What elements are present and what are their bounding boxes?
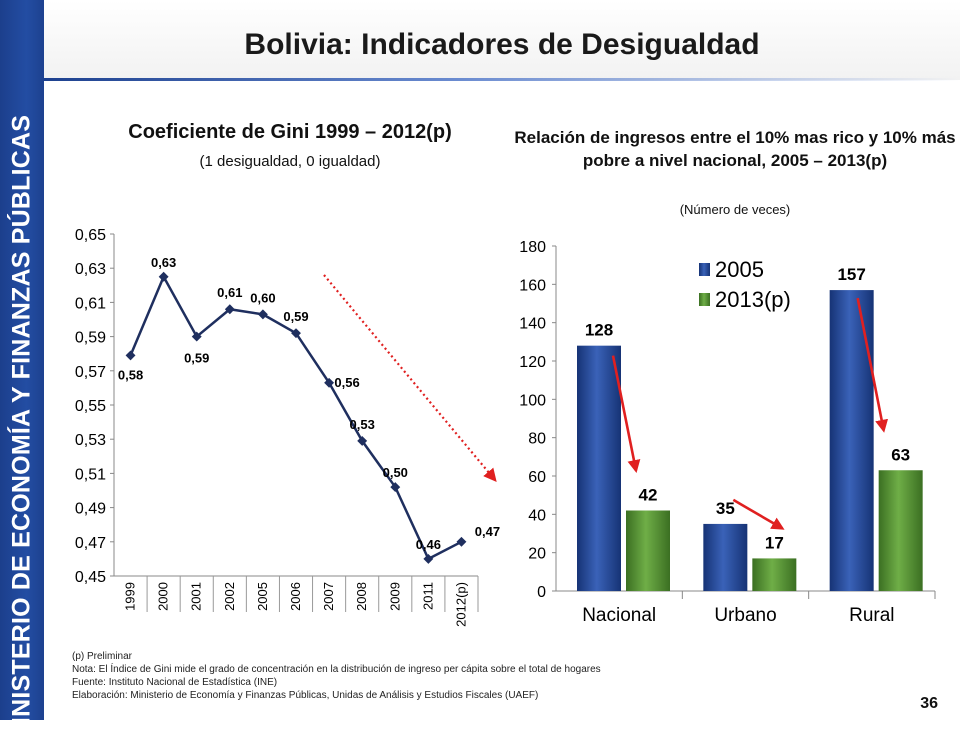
gini-y-tick-label: 0,61 xyxy=(75,295,106,312)
ratio-y-tick-label: 160 xyxy=(519,277,546,294)
ratio-data-label: 63 xyxy=(891,445,910,464)
charts-canvas: 0,65 0,63 0,61 0,59 0,57 0,55 0,53 0,51 0,49 0,47… xyxy=(75,227,936,627)
gini-data-label: 0,46 xyxy=(416,537,441,552)
gini-x-tick-label: 2002 xyxy=(222,582,237,611)
sidebar-band: MINISTERIO DE ECONOMÍA Y FINANZAS PÚBLIC… xyxy=(0,0,44,745)
gini-data-point xyxy=(357,435,368,446)
gini-data-label: 0,58 xyxy=(118,367,143,382)
ratio-category-label: Nacional xyxy=(582,605,656,626)
gini-y-tick-label: 0,57 xyxy=(75,364,106,381)
legend-swatch-2005 xyxy=(699,263,710,276)
page-title: Bolivia: Indicadores de Desigualdad xyxy=(244,28,760,61)
ratio-bar-2013p xyxy=(752,558,797,591)
ratio-data-label: 42 xyxy=(639,486,658,505)
gini-x-tick-label: 2005 xyxy=(255,582,270,611)
gini-x-tick-label: 2001 xyxy=(189,582,204,611)
gini-x-tick-label: 2009 xyxy=(387,582,402,611)
ratio-change-arrow xyxy=(611,355,641,474)
footnotes: (p) Preliminar Nota: El Índice de Gini m… xyxy=(72,650,832,702)
gini-x-tick-label: 2007 xyxy=(321,582,336,611)
gini-y-tick-label: 0,65 xyxy=(75,227,106,244)
header-divider xyxy=(44,78,960,81)
gini-data-label: 0,61 xyxy=(217,285,242,300)
gini-x-tick-label: 2011 xyxy=(420,582,435,610)
gini-y-tick-label: 0,59 xyxy=(75,330,106,347)
header-band xyxy=(44,0,960,80)
note-elaboration: Elaboración: Ministerio de Economía y Fi… xyxy=(72,690,539,701)
ratio-y-tick-label: 60 xyxy=(528,469,546,486)
ratio-y-tick-label: 0 xyxy=(537,584,546,601)
ratio-y-tick-label: 140 xyxy=(519,316,546,333)
legend-swatch-2013p xyxy=(699,293,710,306)
ratio-data-label: 35 xyxy=(716,499,735,518)
ratio-data-label: 128 xyxy=(585,321,613,340)
gini-data-label: 0,56 xyxy=(334,375,359,390)
gini-data-label: 0,47 xyxy=(475,524,500,539)
gini-data-label: 0,59 xyxy=(283,309,308,324)
ratio-change-arrow xyxy=(856,297,889,433)
gini-y-tick-label: 0,63 xyxy=(75,261,106,278)
note-source: Fuente: Instituto Nacional de Estadístic… xyxy=(72,677,278,688)
ratio-y-tick-label: 20 xyxy=(528,546,546,563)
gini-x-tick-label: 2012(p) xyxy=(453,582,468,627)
ratio-chart-subtitle: (Número de veces) xyxy=(679,202,791,217)
ratio-data-label: 17 xyxy=(765,533,784,552)
gini-y-tick-label: 0,49 xyxy=(75,501,106,518)
ratio-category-label: Rural xyxy=(849,605,894,626)
ratio-y-tick-label: 100 xyxy=(519,392,546,409)
ratio-y-tick-label: 40 xyxy=(528,507,546,524)
gini-data-point xyxy=(456,536,467,547)
gini-y-tick-label: 0,53 xyxy=(75,432,106,449)
page-number: 36 xyxy=(920,695,938,712)
legend-label-2005: 2005 xyxy=(715,257,764,282)
ratio-bar-2005 xyxy=(577,345,621,591)
ratio-y-tick-label: 120 xyxy=(519,354,546,371)
gini-y-tick-label: 0,47 xyxy=(75,535,106,552)
legend-label-2013p: 2013(p) xyxy=(715,287,791,312)
note-preliminar: (p) Preliminar xyxy=(72,651,133,662)
gini-data-point xyxy=(423,553,434,564)
gini-data-point xyxy=(191,331,202,342)
gini-data-point xyxy=(224,304,235,315)
gini-chart-title: Coeficiente de Gini 1999 – 2012(p) xyxy=(128,121,452,143)
gini-x-tick-label: 2008 xyxy=(354,582,369,611)
gini-data-point xyxy=(390,482,401,493)
gini-data-label: 0,50 xyxy=(383,465,408,480)
gini-data-point xyxy=(291,328,301,339)
ratio-category-label: Urbano xyxy=(714,605,776,626)
ratio-bar-2005 xyxy=(703,523,748,591)
ratio-chart-title: Relación de ingresos entre el 10% mas ri… xyxy=(514,128,956,170)
gini-x-tick-label: 2006 xyxy=(288,582,303,611)
gini-chart-subtitle: (1 desigualdad, 0 igualdad) xyxy=(199,153,381,170)
gini-data-label: 0,63 xyxy=(151,255,176,270)
gini-data-point xyxy=(257,309,268,320)
gini-x-tick-label: 2000 xyxy=(156,582,171,611)
gini-y-tick-label: 0,45 xyxy=(75,569,106,586)
ratio-bar-2013p xyxy=(878,470,923,591)
ratio-y-tick-label: 80 xyxy=(528,431,546,448)
gini-x-tick-label: 1999 xyxy=(123,582,138,611)
ratio-change-arrow xyxy=(732,498,785,530)
gini-data-label: 0,60 xyxy=(250,290,275,305)
ratio-y-tick-label: 180 xyxy=(519,239,546,256)
gini-data-point xyxy=(158,271,169,282)
gini-data-point xyxy=(125,350,136,361)
gini-data-label: 0,53 xyxy=(350,417,375,432)
ratio-data-label: 157 xyxy=(837,265,865,284)
note-gini-definition: Nota: El Índice de Gini mide el grado de… xyxy=(72,664,601,675)
ratio-bar-2013p xyxy=(626,510,670,591)
ratio-bar-2005 xyxy=(829,290,874,591)
gini-data-label: 0,59 xyxy=(184,351,209,366)
gini-y-tick-label: 0,55 xyxy=(75,398,106,415)
gini-y-tick-label: 0,51 xyxy=(75,466,106,483)
gini-data-point xyxy=(324,377,335,388)
